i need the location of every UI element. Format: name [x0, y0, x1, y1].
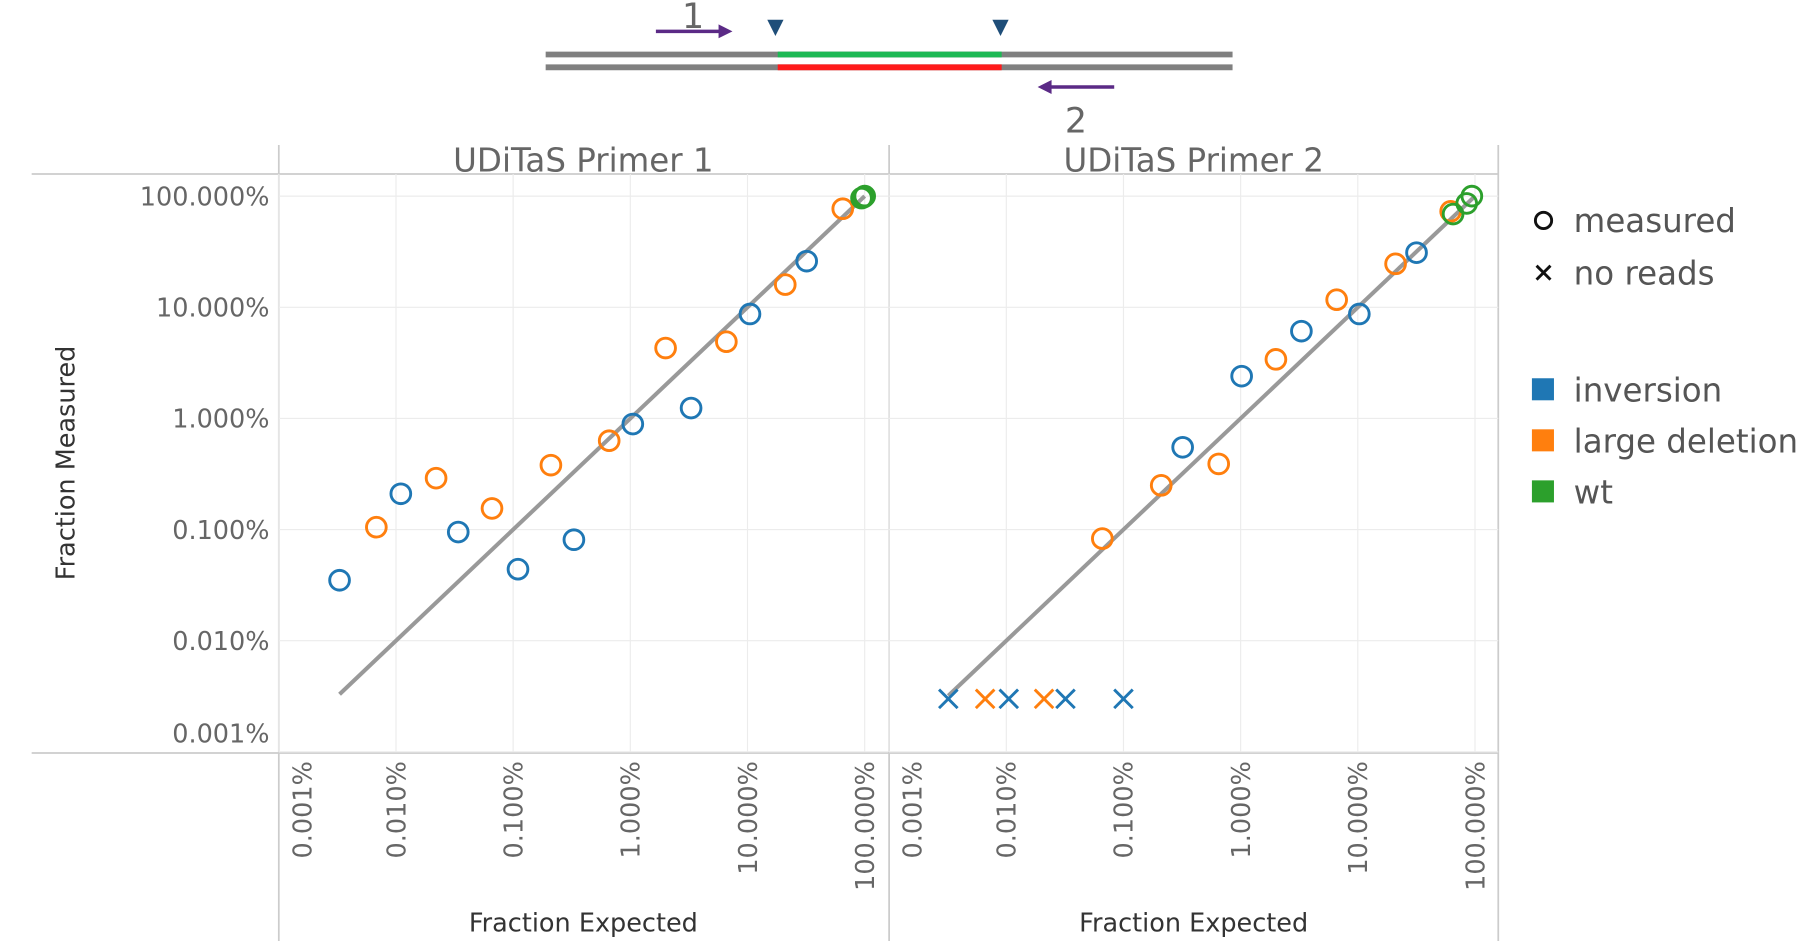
diagonal-line [946, 194, 1477, 698]
legend-swatch [1531, 378, 1554, 401]
circle-marker [1091, 527, 1114, 550]
legend-label: large deletion [1574, 423, 1798, 461]
circle-marker [506, 557, 530, 581]
legend-label: wt [1574, 474, 1613, 512]
y-tick-label: 0.001% [172, 720, 269, 750]
cut-site [767, 19, 784, 36]
circle-marker [1384, 252, 1407, 276]
circle-marker [1460, 184, 1484, 208]
x-marker [1113, 688, 1134, 710]
panel-title: UDiTaS Primer 1 [453, 142, 713, 180]
x-marker [1033, 688, 1055, 710]
x-tick-label: 0.001% [288, 761, 318, 858]
x-tick-label: 1.000% [1227, 761, 1257, 858]
legend: measured no reads inversion large deletion w… [1531, 202, 1798, 512]
circle-marker [1348, 302, 1371, 326]
circle-marker [679, 396, 703, 420]
cut-site [992, 19, 1009, 36]
circle-marker [773, 273, 797, 296]
circle-marker [1290, 319, 1313, 343]
legend-label: inversion [1574, 371, 1723, 409]
x-tick-label: 10.000% [734, 761, 764, 875]
x-axis-label: Fraction Expected [1079, 909, 1308, 939]
circle-marker [1325, 288, 1348, 312]
arrow-head [718, 24, 733, 39]
x-marker [937, 688, 959, 710]
circle-marker [539, 453, 563, 477]
circle-marker [365, 515, 388, 539]
x-tick-label: 0.010% [993, 761, 1023, 858]
legend-label: no reads [1574, 254, 1715, 292]
circle-marker [597, 429, 621, 453]
circle-marker [853, 184, 876, 208]
x-marker [974, 688, 996, 710]
y-tick-label: 100.000% [140, 182, 270, 212]
legend-label: measured [1574, 202, 1736, 240]
circle-marker [795, 249, 819, 273]
circle-marker [1405, 241, 1428, 264]
circle-marker [424, 466, 448, 490]
circle-marker [738, 302, 762, 326]
primer-label: 1 [682, 0, 704, 37]
y-tick-label: 0.010% [172, 627, 269, 657]
panel: UDiTaS Primer 1 100.000% 10.000% 1.000% 0.10… [140, 142, 888, 939]
y-tick-label: 1.000% [172, 405, 269, 435]
circle-marker [389, 482, 413, 506]
x-tick-label: 0.010% [382, 761, 412, 858]
circle-marker [621, 412, 645, 436]
primer-label: 2 [1065, 101, 1087, 141]
circle-marker [480, 497, 504, 520]
x-marker [1055, 688, 1076, 710]
x-tick-label: 0.001% [899, 761, 929, 858]
x-tick-label: 1.000% [617, 761, 647, 858]
y-tick-label: 0.100% [172, 516, 269, 546]
arrow-head [1037, 80, 1052, 94]
legend-x [1535, 264, 1552, 281]
circle-marker [1149, 474, 1173, 497]
circle-marker [654, 336, 677, 360]
x-tick-label: 100.000% [851, 761, 881, 891]
y-axis-label: Fraction Measured [52, 346, 82, 581]
y-tick-label: 10.000% [156, 294, 270, 324]
circle-marker [1230, 364, 1253, 388]
locus-diagram: 1 2 [545, 0, 1233, 141]
circle-marker [328, 568, 351, 592]
legend-swatch [1531, 480, 1554, 503]
panel: UDiTaS Primer 2 0.001% 0.010% 0.100% 1.000% 1… [888, 142, 1499, 939]
panel-title: UDiTaS Primer 2 [1063, 142, 1323, 180]
diagonal-line [338, 194, 867, 696]
plots: UDiTaS Primer 1 100.000% 10.000% 1.000% 0.10… [31, 142, 1500, 941]
circle-marker [446, 520, 470, 544]
legend-swatch [1531, 429, 1554, 452]
circle-marker [831, 197, 855, 221]
circle-marker [715, 330, 738, 354]
circle-marker [1171, 435, 1194, 459]
legend-circle [1533, 210, 1554, 231]
x-axis-label: Fraction Expected [469, 909, 698, 939]
x-tick-label: 100.000% [1461, 761, 1491, 891]
x-tick-label: 10.000% [1344, 761, 1374, 875]
x-marker [998, 688, 1020, 710]
circle-marker [1264, 348, 1288, 371]
circle-marker [562, 528, 586, 552]
x-tick-label: 0.100% [499, 761, 529, 858]
circle-marker [1207, 452, 1231, 476]
x-tick-label: 0.100% [1110, 761, 1140, 858]
